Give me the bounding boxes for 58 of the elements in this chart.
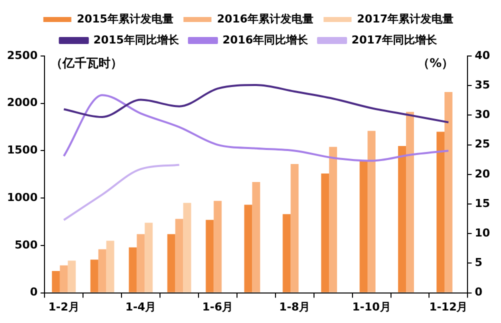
y2-tick-label: 0 [474, 286, 483, 299]
line-series [62, 84, 450, 124]
bar [175, 218, 184, 292]
bar [183, 202, 192, 292]
bar [329, 146, 338, 292]
bar [52, 271, 60, 292]
bar [244, 204, 252, 292]
bar [398, 146, 406, 292]
bar [436, 132, 444, 292]
line-series [62, 94, 450, 162]
legend-label: 2016年累计发电量 [216, 12, 314, 26]
legend-label: 2015年同比增长 [93, 33, 180, 46]
x-tick-label: 1-6月 [202, 300, 234, 314]
bar [206, 220, 214, 292]
y-tick-label: 0 [30, 286, 38, 299]
bar [60, 265, 68, 292]
y-axis-title: （亿千瓦时） [50, 56, 123, 70]
bar [167, 234, 176, 292]
y2-tick-label: 30 [474, 108, 490, 122]
bar [321, 173, 330, 292]
y2-tick-label: 40 [474, 48, 490, 62]
y-tick-label: 1000 [6, 190, 38, 204]
x-tick-label: 1-4月 [125, 300, 156, 314]
legend-label: 2015年累计发电量 [76, 12, 174, 26]
line-series [62, 164, 180, 221]
y2-tick-label: 5 [474, 256, 482, 270]
x-tick-label: 1-12月 [429, 300, 468, 314]
bar [68, 260, 76, 292]
bar [106, 240, 114, 292]
bar [406, 112, 414, 292]
y-tick-label: 1500 [6, 144, 38, 157]
y2-tick-label: 25 [474, 138, 490, 151]
bar [214, 200, 222, 292]
y2-tick-label: 10 [474, 226, 490, 240]
x-tick-label: 1-2月 [48, 300, 80, 314]
bar [252, 182, 260, 292]
bar [90, 260, 98, 292]
bar [360, 161, 368, 292]
bar [136, 234, 145, 292]
legend-label: 2017年累计发电量 [357, 12, 454, 26]
x-tick-label: 1-8月 [279, 300, 310, 314]
bar [444, 92, 452, 292]
bar [290, 164, 299, 292]
legend-label: 2016年同比增长 [222, 33, 310, 46]
x-tick-label: 1-10月 [352, 300, 391, 314]
y-tick-label: 500 [14, 238, 38, 252]
y-tick-label: 2000 [6, 96, 38, 110]
y2-axis-title: （%） [418, 56, 454, 70]
y-tick-label: 2500 [6, 48, 38, 62]
bar [368, 130, 376, 292]
legend-label: 2017年同比增长 [352, 33, 438, 46]
y2-tick-label: 35 [474, 78, 490, 92]
y2-tick-label: 15 [474, 196, 490, 210]
bar [144, 222, 153, 292]
y2-tick-label: 20 [474, 167, 490, 180]
bar [98, 249, 106, 292]
bar [282, 214, 291, 292]
bar [128, 247, 137, 292]
